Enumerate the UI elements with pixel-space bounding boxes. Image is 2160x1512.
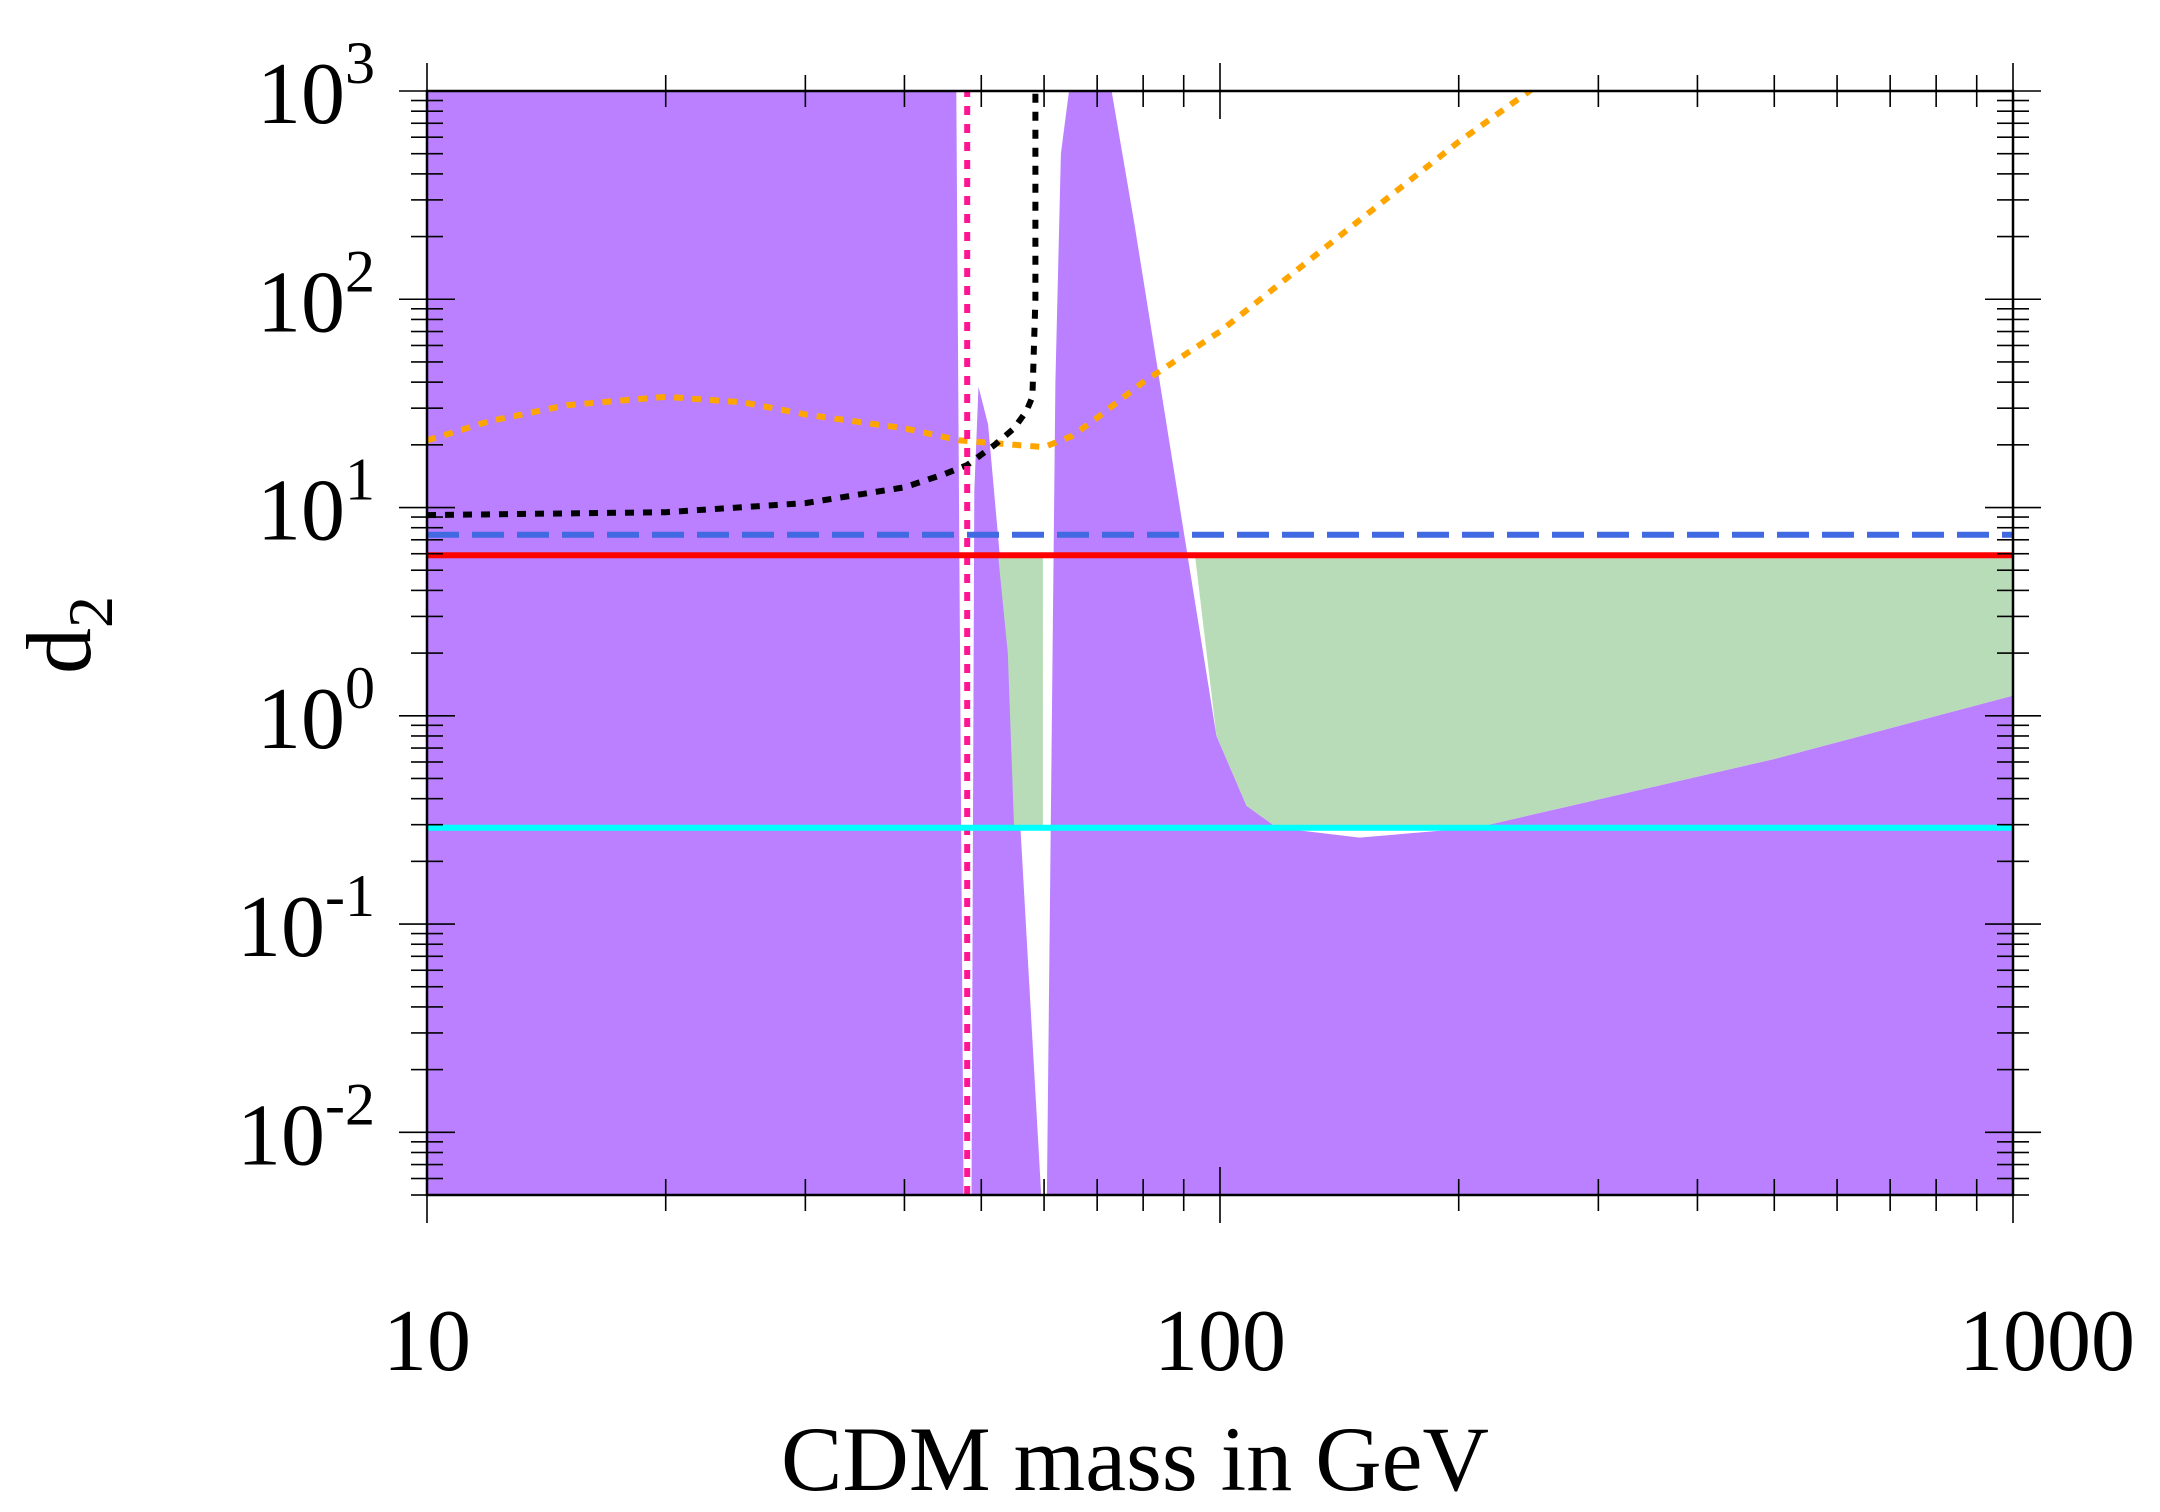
orange-dotted-bound	[427, 91, 1535, 451]
y-tick-label-exponent: 0	[345, 655, 375, 721]
y-tick-label-exponent: 2	[345, 238, 375, 304]
y-tick-label-exponent: 1	[345, 447, 375, 513]
allowed-region-2	[998, 555, 1043, 828]
x-tick-labels: 10 100 1000	[383, 1293, 2135, 1390]
tick-marks	[399, 63, 2041, 1223]
y-tick-label: 101	[257, 447, 375, 560]
svg-text:d2: d2	[8, 596, 126, 674]
y-axis-label-subscript: 2	[55, 596, 126, 628]
y-tick-label-base: 10	[237, 879, 325, 976]
excluded-region-upper-1	[1046, 91, 2013, 1195]
y-axis-label: d2	[8, 596, 126, 674]
y-tick-label-exponent: -1	[325, 863, 375, 929]
y-tick-label: 103	[257, 30, 375, 143]
x-axis-label: CDM mass in GeV	[781, 1408, 1489, 1510]
excluded-region-0	[427, 91, 1042, 1195]
y-tick-label: 10-2	[237, 1071, 375, 1184]
y-tick-label: 100	[257, 655, 375, 768]
regions-layer	[427, 91, 2013, 1195]
y-tick-label-base: 10	[237, 1087, 325, 1184]
black-dotted-bound	[427, 91, 1039, 519]
y-axis-label-main: d	[8, 628, 110, 674]
y-tick-label-exponent: 3	[345, 30, 375, 96]
y-tick-label-base: 10	[257, 46, 345, 143]
y-tick-label-base: 10	[257, 671, 345, 768]
x-tick-label: 100	[1154, 1293, 1286, 1390]
x-tick-label: 1000	[1959, 1293, 2135, 1390]
y-tick-label-base: 10	[257, 254, 345, 351]
y-tick-label-base: 10	[257, 463, 345, 560]
y-tick-label: 10-1	[237, 863, 375, 976]
y-tick-label: 102	[257, 238, 375, 351]
allowed-region-right-3	[1195, 555, 2013, 828]
y-tick-label-exponent: -2	[325, 1071, 375, 1137]
x-tick-label: 10	[383, 1293, 471, 1390]
series-layer	[427, 91, 2013, 1195]
